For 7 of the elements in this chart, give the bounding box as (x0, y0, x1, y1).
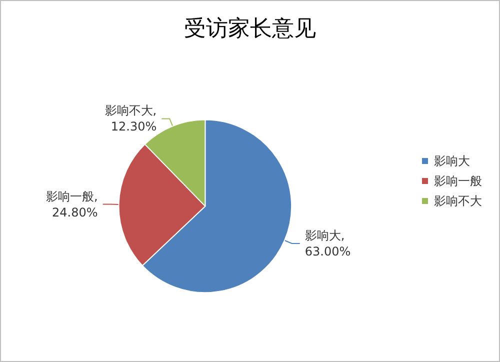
data-label: 影响大, 63.00% (304, 228, 351, 259)
data-label: 影响不大, 12.30% (104, 104, 157, 134)
legend-label: 影响不大 (434, 194, 482, 208)
legend-label: 影响大 (434, 154, 470, 168)
legend-label: 影响一般 (434, 174, 482, 188)
data-label: 影响一般, 24.80% (46, 189, 98, 220)
chart-title: 受访家长意见 (184, 16, 316, 42)
